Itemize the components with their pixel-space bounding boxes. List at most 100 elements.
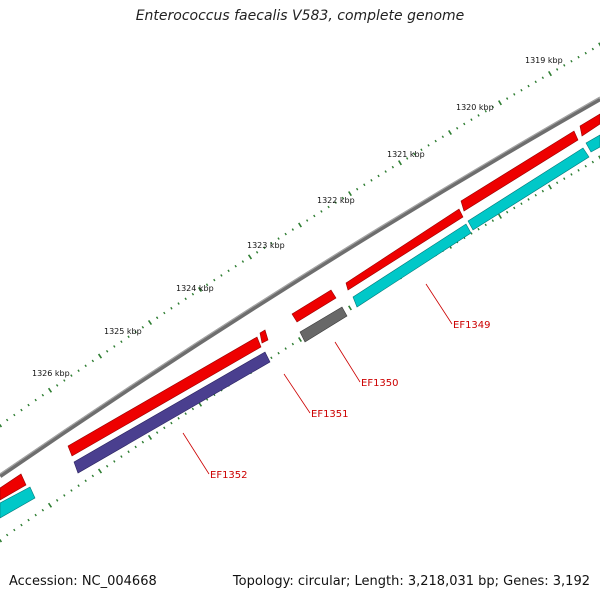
outer-ruler-tick — [334, 201, 337, 204]
outer-ruler-tick — [448, 129, 452, 136]
outer-ruler-tick — [313, 214, 316, 218]
feature-cyan-1349[interactable] — [352, 223, 472, 308]
inner-ruler-tick — [348, 305, 352, 311]
outer-ruler-tick — [105, 349, 109, 353]
outer-ruler-tick — [555, 68, 559, 71]
outer-ruler-tick — [91, 359, 95, 363]
gene-feature-red-1352[interactable] — [67, 336, 262, 457]
gene-label-ef1350[interactable]: EF1350 — [361, 378, 399, 389]
outer-ruler-tick — [470, 118, 473, 121]
outer-ruler-tick — [441, 135, 445, 139]
outer-ruler-tick — [63, 379, 66, 382]
inner-ruler-tick — [84, 479, 87, 483]
inner-ruler-tick — [105, 464, 109, 468]
inner-ruler-tick — [527, 198, 530, 201]
ruler-label-1325: 1325 kbp — [104, 327, 142, 336]
outer-ruler-tick — [398, 160, 402, 166]
outer-ruler-tick — [298, 222, 302, 228]
inner-ruler-tick — [570, 173, 573, 176]
forward-strand-genes — [0, 113, 600, 501]
gene-label-ef1351[interactable]: EF1351 — [311, 409, 349, 420]
outer-ruler-tick — [405, 157, 409, 160]
inner-ruler-tick — [63, 494, 66, 497]
gene-label-leaders — [182, 283, 453, 475]
ruler-label-1324: 1324 kbp — [176, 284, 214, 293]
feature-cyan-upper[interactable] — [467, 147, 590, 231]
outer-ruler-tick — [234, 264, 237, 268]
inner-ruler-tick — [498, 213, 502, 219]
inner-ruler-tick — [513, 206, 516, 210]
inner-ruler-tick — [127, 450, 130, 454]
inner-ruler-tick — [177, 417, 180, 420]
inner-ruler-tick — [141, 440, 145, 444]
outer-ruler-tick — [191, 292, 195, 296]
gene-feature-red-1349[interactable] — [345, 208, 464, 291]
outer-ruler-tick — [463, 122, 466, 126]
outer-ruler-tick — [77, 369, 80, 372]
outer-ruler-tick — [5, 418, 9, 422]
outer-ruler-tick — [213, 278, 216, 282]
inner-ruler-tick — [191, 407, 195, 411]
outer-ruler-tick — [20, 408, 23, 412]
gene-feature-red-left[interactable] — [0, 473, 27, 501]
outer-ruler-tick — [247, 254, 253, 260]
inner-ruler-tick — [291, 342, 295, 346]
gene-feature-red-1350[interactable] — [291, 289, 337, 323]
inner-ruler-tick — [20, 523, 23, 527]
inner-ruler-tick — [47, 502, 53, 508]
outer-ruler-tick — [498, 100, 502, 106]
outer-ruler-tick — [520, 88, 523, 92]
outer-ruler-tick — [377, 174, 380, 178]
inner-ruler-tick — [147, 434, 153, 440]
outer-ruler-tick — [513, 93, 516, 96]
feature-cyan-edge[interactable] — [585, 134, 600, 153]
outer-ruler-tick — [241, 260, 245, 263]
outer-ruler-tick — [534, 80, 537, 84]
outer-ruler-tick — [306, 219, 309, 222]
outer-ruler-tick — [455, 126, 459, 130]
feature-cyan-left[interactable] — [0, 486, 36, 519]
gene-label-ef1352[interactable]: EF1352 — [210, 470, 248, 481]
feature-gray-1350[interactable] — [299, 306, 348, 343]
outer-ruler-tick — [127, 335, 130, 339]
inner-ruler-tick — [155, 431, 159, 434]
inner-ruler-tick — [284, 347, 287, 350]
outer-ruler-tick — [113, 345, 116, 348]
outer-ruler-tick — [84, 364, 87, 368]
outer-ruler-tick — [348, 191, 352, 197]
inner-ruler-tick — [34, 513, 37, 517]
inner-ruler-tick — [41, 508, 45, 512]
outer-ruler-tick — [577, 55, 580, 59]
outer-ruler-tick — [197, 286, 203, 292]
genome-summary-text: Topology: circular; Length: 3,218,031 bp… — [232, 574, 590, 589]
gene-label-ef1349[interactable]: EF1349 — [453, 320, 491, 331]
outer-ruler-tick — [363, 183, 366, 187]
feature-navy-1352[interactable] — [73, 351, 271, 474]
accession-text: Accession: NC_004668 — [9, 574, 157, 589]
inner-ruler-tick — [0, 538, 3, 543]
inner-ruler-tick — [598, 155, 600, 160]
inner-ruler-tick — [505, 210, 509, 214]
gene-feature-red-edge[interactable] — [579, 113, 600, 137]
inner-ruler-tick — [270, 356, 273, 360]
outer-ruler-tick — [263, 246, 266, 250]
inner-ruler-tick — [70, 489, 73, 492]
outer-ruler-tick — [41, 393, 45, 397]
ruler-label-1319: 1319 kbp — [525, 56, 563, 65]
leader-line-ef1352 — [182, 432, 210, 475]
gene-feature-red-1351[interactable] — [259, 329, 269, 344]
outer-ruler-tick — [505, 97, 509, 100]
inner-ruler-tick — [27, 518, 30, 522]
outer-ruler-tick — [355, 187, 359, 191]
inner-ruler-tick — [91, 474, 95, 478]
genome-backbone-highlight — [0, 96, 600, 475]
outer-ruler-tick — [391, 165, 395, 169]
inner-ruler-tick — [534, 193, 537, 197]
inner-ruler-tick — [577, 169, 580, 172]
outer-ruler-tick — [170, 306, 173, 310]
outer-ruler-tick — [570, 59, 573, 63]
genome-backbone — [0, 97, 600, 478]
inner-ruler-tick — [477, 227, 480, 231]
gene-feature-red-upper[interactable] — [460, 130, 579, 212]
inner-ruler-tick — [548, 184, 552, 190]
